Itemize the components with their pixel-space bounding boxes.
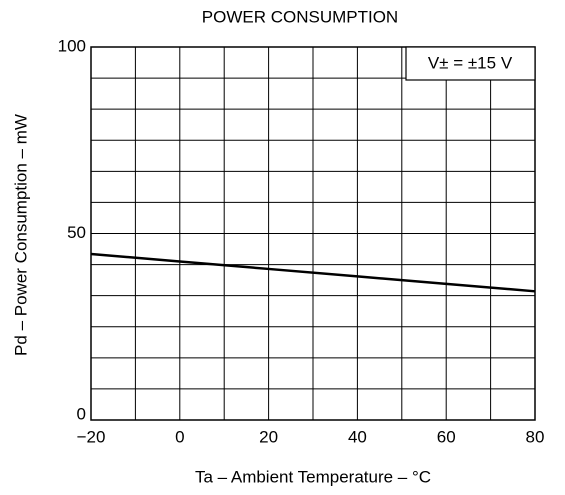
y-tick-label: 100 — [58, 36, 86, 55]
chart-title: POWER CONSUMPTION — [202, 7, 398, 26]
y-tick-label: 50 — [67, 223, 86, 242]
plot-frame — [90, 46, 536, 421]
annotation: V± = ±15 V — [428, 53, 513, 72]
x-tick-label: 80 — [526, 427, 545, 446]
annotation-box — [405, 46, 536, 81]
x-tick-label: 0 — [175, 427, 184, 446]
y-tick-label: 0 — [77, 404, 86, 423]
x-tick-label: 40 — [348, 427, 367, 446]
y-axis-label: Pd – Power Consumption – mW — [11, 114, 30, 356]
x-tick-label: −20 — [77, 427, 106, 446]
x-tick-label: 20 — [259, 427, 278, 446]
data-line — [90, 252, 536, 293]
x-axis-label: Ta – Ambient Temperature – °C — [195, 467, 431, 486]
x-tick-label: 60 — [437, 427, 456, 446]
